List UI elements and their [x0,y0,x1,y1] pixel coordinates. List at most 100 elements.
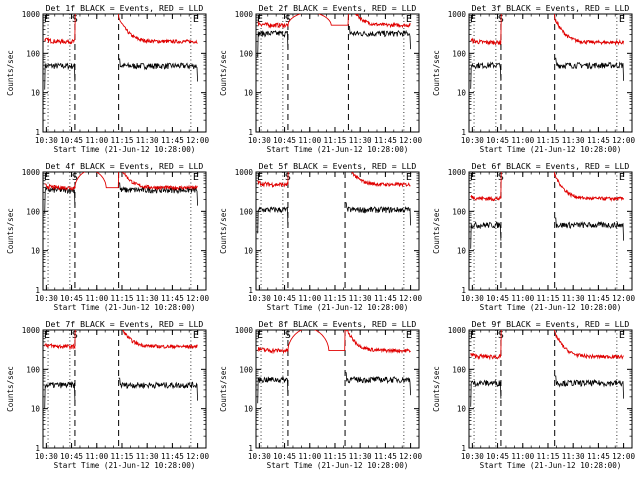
x-axis-label: Start Time (21-Jun-12 10:28:00) [480,145,622,154]
x-tick-label: 10:30 [35,452,58,461]
y-tick-label: 1000 [448,10,467,19]
events-series-line [470,221,502,249]
segment-marker: E [619,330,625,341]
series-group [257,14,411,58]
x-tick-label: 11:15 [111,136,134,145]
y-tick-label: 1 [35,286,40,295]
x-tick-label: 11:00 [511,452,534,461]
y-tick-label: 1000 [22,168,41,177]
lld-series-line [44,330,198,351]
y-tick-label: 1 [248,128,253,137]
lld-series-line [470,14,625,46]
panel-5: 1 10 100 1000 10:30 10:45 11:00 11:15 11:30 11:45… [219,161,422,312]
y-tick-label: 10 [457,247,467,256]
plot-frame [255,329,420,449]
y-tick-label: 1000 [235,10,254,19]
y-tick-label: 10 [31,405,41,414]
x-tick-label: 11:00 [511,294,534,303]
segment-marker: S [285,330,291,341]
segment-marker: E [470,330,476,341]
y-tick-label: 1 [248,286,253,295]
segment-marker: E [193,330,199,341]
series-group [470,14,625,89]
x-tick-label: 10:30 [248,452,271,461]
x-tick-label: 11:45 [587,294,610,303]
y-tick-label: 10 [457,405,467,414]
panel-title: Det 9f BLACK = Events, RED = LLD [472,319,630,329]
x-tick-label: 11:30 [562,294,585,303]
events-series-line [44,380,76,409]
events-series-line [44,186,76,214]
x-tick-label: 11:30 [562,136,585,145]
y-tick-label: 1000 [448,168,467,177]
x-tick-label: 11:15 [324,294,347,303]
y-tick-label: 100 [452,207,466,216]
x-tick-label: 12:00 [399,452,422,461]
y-tick-label: 1000 [448,326,467,335]
x-tick-label: 10:45 [486,294,509,303]
series-group [44,330,198,409]
y-axis-label: Counts/sec [6,50,15,96]
x-tick-label: 11:45 [374,294,397,303]
y-tick-label: 10 [244,405,254,414]
segment-marker: E [44,14,50,25]
segment-marker: E [406,330,412,341]
lld-series-line [257,14,411,29]
events-series-line [118,377,198,401]
segment-marker: E [257,172,263,183]
x-tick-label: 11:45 [374,136,397,145]
x-tick-label: 11:30 [349,294,372,303]
panel-title: Det 8f BLACK = Events, RED = LLD [259,319,417,329]
x-tick-label: 11:45 [161,452,184,461]
x-tick-label: 12:00 [186,136,209,145]
lld-series-line [257,330,411,355]
y-tick-label: 1000 [235,168,254,177]
segment-marker: E [406,14,412,25]
x-axis-label: Start Time (21-Jun-12 10:28:00) [54,145,196,154]
events-series-line [554,57,624,81]
y-tick-label: 100 [239,207,253,216]
y-axis-label: Counts/sec [219,366,228,412]
segment-marker: E [470,172,476,183]
x-tick-label: 12:00 [612,294,635,303]
y-tick-label: 10 [31,89,41,98]
x-tick-label: 10:30 [35,136,58,145]
y-tick-label: 100 [26,49,40,58]
x-tick-label: 11:00 [85,294,108,303]
lld-series-line [257,172,411,188]
y-tick-label: 1000 [22,10,41,19]
y-tick-label: 10 [244,247,254,256]
y-tick-label: 1 [248,444,253,453]
x-tick-label: 11:00 [298,452,321,461]
x-tick-label: 10:30 [461,294,484,303]
lld-series-line [44,172,198,191]
x-tick-label: 10:45 [273,136,296,145]
events-series-line [470,379,502,407]
y-tick-label: 1 [461,286,466,295]
x-tick-label: 11:30 [349,452,372,461]
x-tick-label: 11:30 [349,136,372,145]
x-axis-label: Start Time (21-Jun-12 10:28:00) [267,461,409,470]
plot-frame [468,13,633,133]
events-series-line [345,372,411,396]
x-tick-label: 11:15 [324,136,347,145]
series-group [44,172,198,214]
x-tick-label: 12:00 [186,452,209,461]
y-tick-label: 1 [461,444,466,453]
x-tick-label: 10:30 [248,294,271,303]
series-group [44,14,198,90]
y-axis-label: Counts/sec [6,366,15,412]
x-tick-label: 10:30 [35,294,58,303]
x-tick-label: 11:15 [111,452,134,461]
x-tick-label: 12:00 [186,294,209,303]
y-axis-label: Counts/sec [432,366,441,412]
lld-series-line [44,14,198,45]
x-tick-label: 12:00 [399,136,422,145]
x-axis-label: Start Time (21-Jun-12 10:28:00) [480,303,622,312]
plot-frame [255,171,420,291]
x-tick-label: 10:45 [60,452,83,461]
x-tick-label: 11:30 [136,294,159,303]
panel-9: 1 10 100 1000 10:30 10:45 11:00 11:15 11:30 11:45… [432,319,635,470]
x-tick-label: 11:45 [587,136,610,145]
x-tick-label: 10:45 [60,136,83,145]
